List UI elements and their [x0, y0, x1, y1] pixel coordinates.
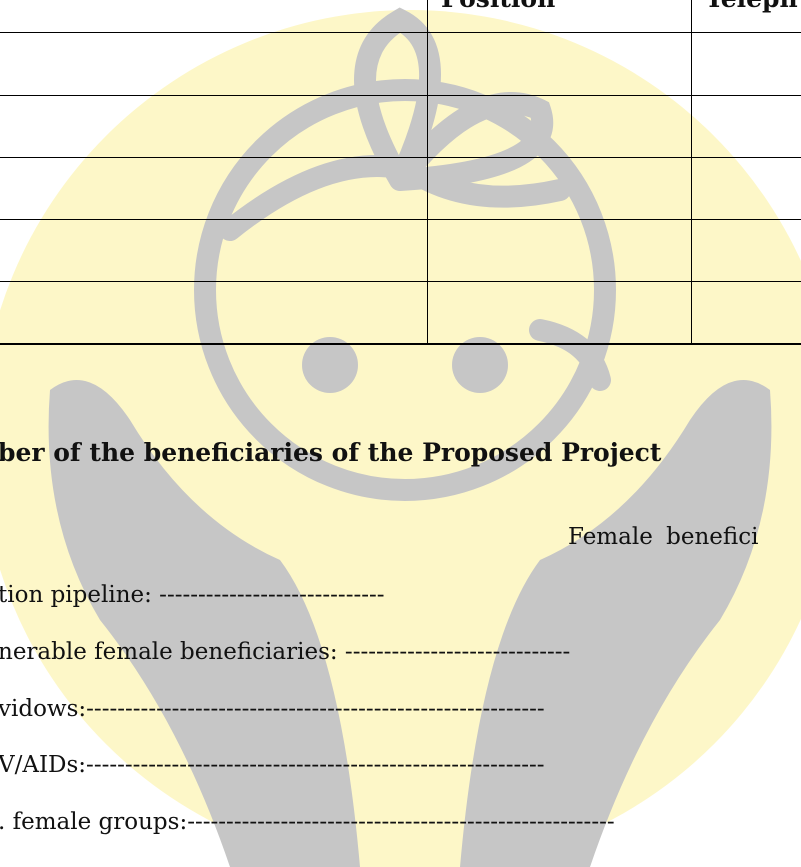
- table-rule: [0, 343, 801, 345]
- form-field: vidows:---------------------------------…: [0, 696, 545, 722]
- column-label: Female benefici: [568, 524, 759, 550]
- table-rule: [0, 219, 801, 220]
- table-rule: [0, 281, 801, 282]
- form-field: nerable female beneficiaries: ----------…: [0, 639, 571, 665]
- table-column-rule: [691, 0, 692, 344]
- table-rule: [0, 157, 801, 158]
- section-heading: ber of the beneficiaries of the Proposed…: [0, 438, 662, 467]
- form-field: . female groups:------------------------…: [0, 809, 615, 835]
- table-column-rule: [427, 0, 428, 344]
- table-rule: [0, 95, 801, 96]
- table-rule: [0, 32, 801, 33]
- form-field: tion pipeline: -------------------------…: [0, 582, 385, 608]
- watermark-figure: [194, 7, 616, 501]
- form-field: V/AIDs:---------------------------------…: [0, 752, 545, 778]
- table-header: Teleph: [705, 0, 798, 13]
- table-header: Position: [441, 0, 555, 13]
- watermark-shapes: [48, 337, 772, 867]
